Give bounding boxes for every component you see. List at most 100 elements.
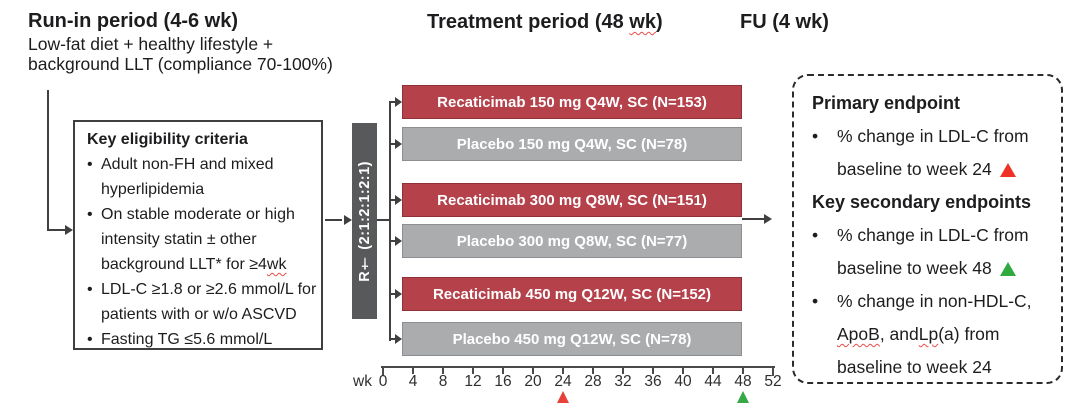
- arm-label: Placebo 150 mg Q4W, SC (N=78): [456, 135, 688, 153]
- week-axis-line: [381, 366, 775, 368]
- arm-bar-placebo-450-q12w: Placebo 450 mg Q12W, SC (N=78): [402, 322, 742, 356]
- eligibility-bullet-4-line1: Fasting TG ≤5.6 mmol/L: [101, 331, 273, 348]
- eligibility-bullet-3-line2: patients with or w/o ASCVD: [101, 306, 297, 323]
- randomization-stub-line: [377, 219, 391, 221]
- secondary-endpoint-2-line2-end: (a) from: [938, 324, 1000, 344]
- treatment-title-close: ): [655, 11, 663, 33]
- eligibility-title: Key eligibility criteria: [87, 131, 248, 148]
- treatment-period-title: Treatment period (48 wk): [427, 11, 663, 34]
- arms-to-endpoints-line: [742, 218, 766, 220]
- axis-tick: [382, 366, 384, 376]
- eligibility-bullet-1-line1: Adult non-FH and mixed: [101, 156, 274, 173]
- axis-tick-label: 4: [408, 373, 418, 390]
- eligibility-bullet-1-cont: hyperlipidemia: [87, 177, 317, 202]
- secondary-endpoint-2-cont1: ApoB, and Lp (a) from: [812, 318, 1061, 351]
- green-triangle-icon: [999, 261, 1016, 276]
- eligibility-bullet-2-line3: background LLT* for ≥4: [101, 256, 267, 273]
- axis-tick: [592, 366, 594, 374]
- eligibility-bullet-3-cont: patients with or w/o ASCVD: [87, 302, 317, 327]
- arm-label: Placebo 450 mg Q12W, SC (N=78): [452, 330, 692, 348]
- secondary-endpoint-2-bullet: % change in non-HDL-C,: [812, 285, 1061, 318]
- eligibility-bullet-2-cont1: intensity statin ± other: [87, 227, 317, 252]
- eligibility-bullet-2: On stable moderate or high: [87, 202, 317, 227]
- branch-line-3: [389, 199, 396, 201]
- axis-tick-label: 28: [584, 373, 602, 390]
- branch-arrowhead-6-icon: [395, 334, 402, 344]
- axis-tick-label: 40: [674, 373, 692, 390]
- primary-endpoint-title: Primary endpoint: [812, 93, 961, 113]
- endpoints-box: Primary endpoint % change in LDL-C from …: [792, 74, 1063, 384]
- axis-tick: [532, 366, 534, 374]
- secondary-endpoint-1-cont: baseline to week 48: [812, 252, 1061, 285]
- branch-line-2: [389, 143, 396, 145]
- secondary-endpoint-week48-marker-icon: [737, 391, 749, 403]
- axis-tick-label: 12: [464, 373, 482, 390]
- axis-tick: [472, 366, 474, 374]
- eligibility-bullet-3-line1: LDL-C ≥1.8 or ≥2.6 mmol/L for: [101, 281, 317, 298]
- axis-tick: [712, 366, 714, 374]
- arm-label: Recaticimab 150 mg Q4W, SC (N=153): [437, 93, 707, 111]
- eligibility-bullet-2-line2: intensity statin ± other: [101, 231, 257, 248]
- axis-tick-label: 16: [494, 373, 512, 390]
- eligibility-to-randomization-arrowhead-icon: [344, 215, 352, 225]
- eligibility-bullet-1: Adult non-FH and mixed: [87, 152, 317, 177]
- secondary-endpoints-title: Key secondary endpoints: [812, 192, 1032, 212]
- randomization-bar: R† (2:1:2:1:2:1): [352, 123, 377, 319]
- axis-tick: [412, 366, 414, 374]
- arm-bar-recaticimab-150-q4w: Recaticimab 150 mg Q4W, SC (N=153): [402, 85, 742, 119]
- runin-period-header: Run-in period (4-6 wk) Low-fat diet + he…: [28, 8, 333, 74]
- arms-to-endpoints-arrowhead-icon: [764, 214, 772, 224]
- runin-description-line1: Low-fat diet + healthy lifestyle +: [28, 34, 274, 54]
- axis-tick: [652, 366, 654, 374]
- eligibility-bullet-2-cont2: background LLT* for ≥4 wk: [87, 252, 317, 277]
- axis-tick-label: 0: [378, 373, 388, 390]
- lp-wavy-word: Lp: [918, 324, 939, 344]
- followup-period-title: FU (4 wk): [740, 11, 829, 33]
- eligibility-bullet-2-wavy-word: wk: [266, 256, 287, 273]
- axis-tick-label: 52: [764, 373, 782, 390]
- arm-bar-placebo-150-q4w: Placebo 150 mg Q4W, SC (N=78): [402, 127, 742, 161]
- primary-endpoint-line2: baseline to week 24: [837, 159, 992, 179]
- branch-arrowhead-2-icon: [395, 139, 402, 149]
- axis-tick-label: 32: [614, 373, 632, 390]
- runin-description-line2: background LLT (compliance 70-100%): [28, 54, 333, 74]
- red-triangle-icon: [999, 162, 1016, 177]
- eligibility-criteria-box: Key eligibility criteria Adult non-FH an…: [73, 120, 323, 350]
- axis-tick-label: 36: [644, 373, 662, 390]
- arm-bar-recaticimab-450-q12w: Recaticimab 450 mg Q12W, SC (N=152): [402, 277, 742, 311]
- primary-endpoint-bullet: % change in LDL-C from: [812, 120, 1061, 153]
- axis-tick: [772, 366, 774, 376]
- arm-bar-placebo-300-q8w: Placebo 300 mg Q8W, SC (N=77): [402, 224, 742, 258]
- secondary-endpoint-2-cont2: baseline to week 24: [837, 357, 992, 377]
- apob-wavy-word: ApoB: [837, 324, 880, 344]
- eligibility-bullet-4: Fasting TG ≤5.6 mmol/L: [87, 327, 317, 352]
- axis-tick: [622, 366, 624, 374]
- axis-tick-label: 48: [734, 373, 752, 390]
- branch-line-6: [389, 338, 396, 340]
- branch-line-1: [389, 101, 396, 103]
- secondary-endpoint-1-bullet: % change in LDL-C from: [812, 219, 1061, 252]
- branch-line-5: [389, 293, 396, 295]
- treatment-title-wavy-word: wk: [629, 11, 656, 33]
- secondary-endpoint-2-line1: % change in non-HDL-C,: [837, 291, 1032, 311]
- axis-tick: [502, 366, 504, 374]
- runin-connector-arrowhead-icon: [65, 225, 73, 235]
- branch-line-4: [389, 240, 396, 242]
- secondary-endpoint-1-line1: % change in LDL-C from: [837, 225, 1029, 245]
- axis-tick-label: 8: [438, 373, 448, 390]
- runin-period-title: Run-in period (4-6 wk): [28, 10, 238, 32]
- arm-label: Placebo 300 mg Q8W, SC (N=77): [456, 232, 688, 250]
- axis-tick: [742, 366, 744, 374]
- branch-arrowhead-5-icon: [395, 289, 402, 299]
- primary-endpoint-cont: baseline to week 24: [812, 153, 1061, 186]
- eligibility-to-randomization-line: [325, 219, 342, 221]
- axis-tick: [682, 366, 684, 374]
- axis-tick: [442, 366, 444, 374]
- axis-tick-label: 44: [704, 373, 722, 390]
- branch-arrowhead-4-icon: [395, 236, 402, 246]
- treatment-title-text: Treatment period (48: [427, 11, 630, 33]
- runin-connector-vertical-line: [47, 90, 49, 231]
- axis-tick-label: 24: [554, 373, 572, 390]
- eligibility-bullet-3: LDL-C ≥1.8 or ≥2.6 mmol/L for: [87, 277, 317, 302]
- secondary-endpoint-2-line2-mid: , and: [879, 324, 919, 344]
